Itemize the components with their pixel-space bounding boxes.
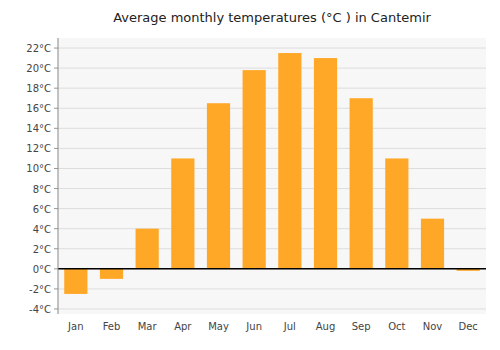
grid-line — [58, 308, 486, 309]
tick-label: 22°C — [26, 43, 51, 54]
tick-mark — [54, 68, 58, 69]
bar — [278, 53, 301, 269]
category-label: Feb — [103, 321, 121, 332]
category-label: Jun — [245, 321, 262, 332]
grid-line — [58, 68, 486, 69]
tick-label: 10°C — [26, 163, 51, 174]
tick-label: 6°C — [33, 204, 51, 215]
tick-mark — [54, 248, 58, 249]
grid — [58, 48, 486, 309]
tick-label: 14°C — [26, 123, 51, 134]
y-axis: -4°C -2°C 0°C 2°C 4°C 6°C 8°C 10°C 12°C 14°C 16°C 1… — [26, 43, 58, 315]
grid-line — [58, 128, 486, 129]
category-label: Aug — [316, 321, 336, 332]
bar — [171, 158, 194, 268]
grid-line — [58, 148, 486, 149]
category-label: Oct — [388, 321, 405, 332]
zero-line — [58, 268, 486, 270]
tick-mark — [54, 208, 58, 209]
title: Average monthly temperatures (°C ) in Ca… — [113, 10, 431, 25]
category-label: Apr — [174, 321, 192, 332]
tick-label: -2°C — [29, 284, 51, 295]
grid-line — [58, 188, 486, 189]
bar — [64, 269, 87, 294]
grid-line — [58, 208, 486, 209]
tick-mark — [54, 188, 58, 189]
category-label: Sep — [352, 321, 371, 332]
bar — [243, 70, 266, 269]
tick-mark — [54, 108, 58, 109]
grid-line — [58, 268, 486, 269]
bar — [207, 103, 230, 269]
bar — [385, 158, 408, 268]
chart: Average monthly temperatures (°C ) in Ca… — [0, 0, 500, 350]
tick-label: 16°C — [26, 103, 51, 114]
x-axis: Jan Feb Mar Apr May Jun Jul Aug Sep Oct Nov Dec — [67, 321, 478, 332]
category-label: Jul — [283, 321, 296, 332]
category-label: May — [208, 321, 229, 332]
tick-label: -4°C — [29, 304, 51, 315]
bar — [314, 58, 337, 269]
tick-mark — [54, 228, 58, 229]
tick-mark — [54, 88, 58, 89]
category-label: Mar — [138, 321, 158, 332]
bar — [100, 269, 123, 279]
plot-area — [58, 38, 486, 314]
tick-mark — [54, 288, 58, 289]
grid-line — [58, 168, 486, 169]
tick-label: 8°C — [33, 184, 51, 195]
tick-mark — [54, 148, 58, 149]
tick-label: 4°C — [33, 224, 51, 235]
tick-mark — [54, 128, 58, 129]
tick-label: 20°C — [26, 63, 51, 74]
tick-mark — [54, 308, 58, 309]
tick-label: 2°C — [33, 244, 51, 255]
bar — [350, 98, 373, 269]
bar — [136, 229, 159, 269]
grid-line — [58, 108, 486, 109]
tick-label: 0°C — [33, 264, 51, 275]
grid-line — [58, 88, 486, 89]
tick-mark — [54, 168, 58, 169]
category-label: Dec — [458, 321, 477, 332]
tick-mark — [54, 48, 58, 49]
bars — [64, 53, 480, 294]
y-axis-line — [58, 38, 59, 314]
grid-line — [58, 48, 486, 49]
tick-label: 12°C — [26, 143, 51, 154]
tick-label: 18°C — [26, 83, 51, 94]
category-label: Nov — [423, 321, 443, 332]
grid-line — [58, 288, 486, 289]
tick-mark — [54, 268, 58, 269]
bar — [421, 219, 444, 269]
category-label: Jan — [67, 321, 83, 332]
